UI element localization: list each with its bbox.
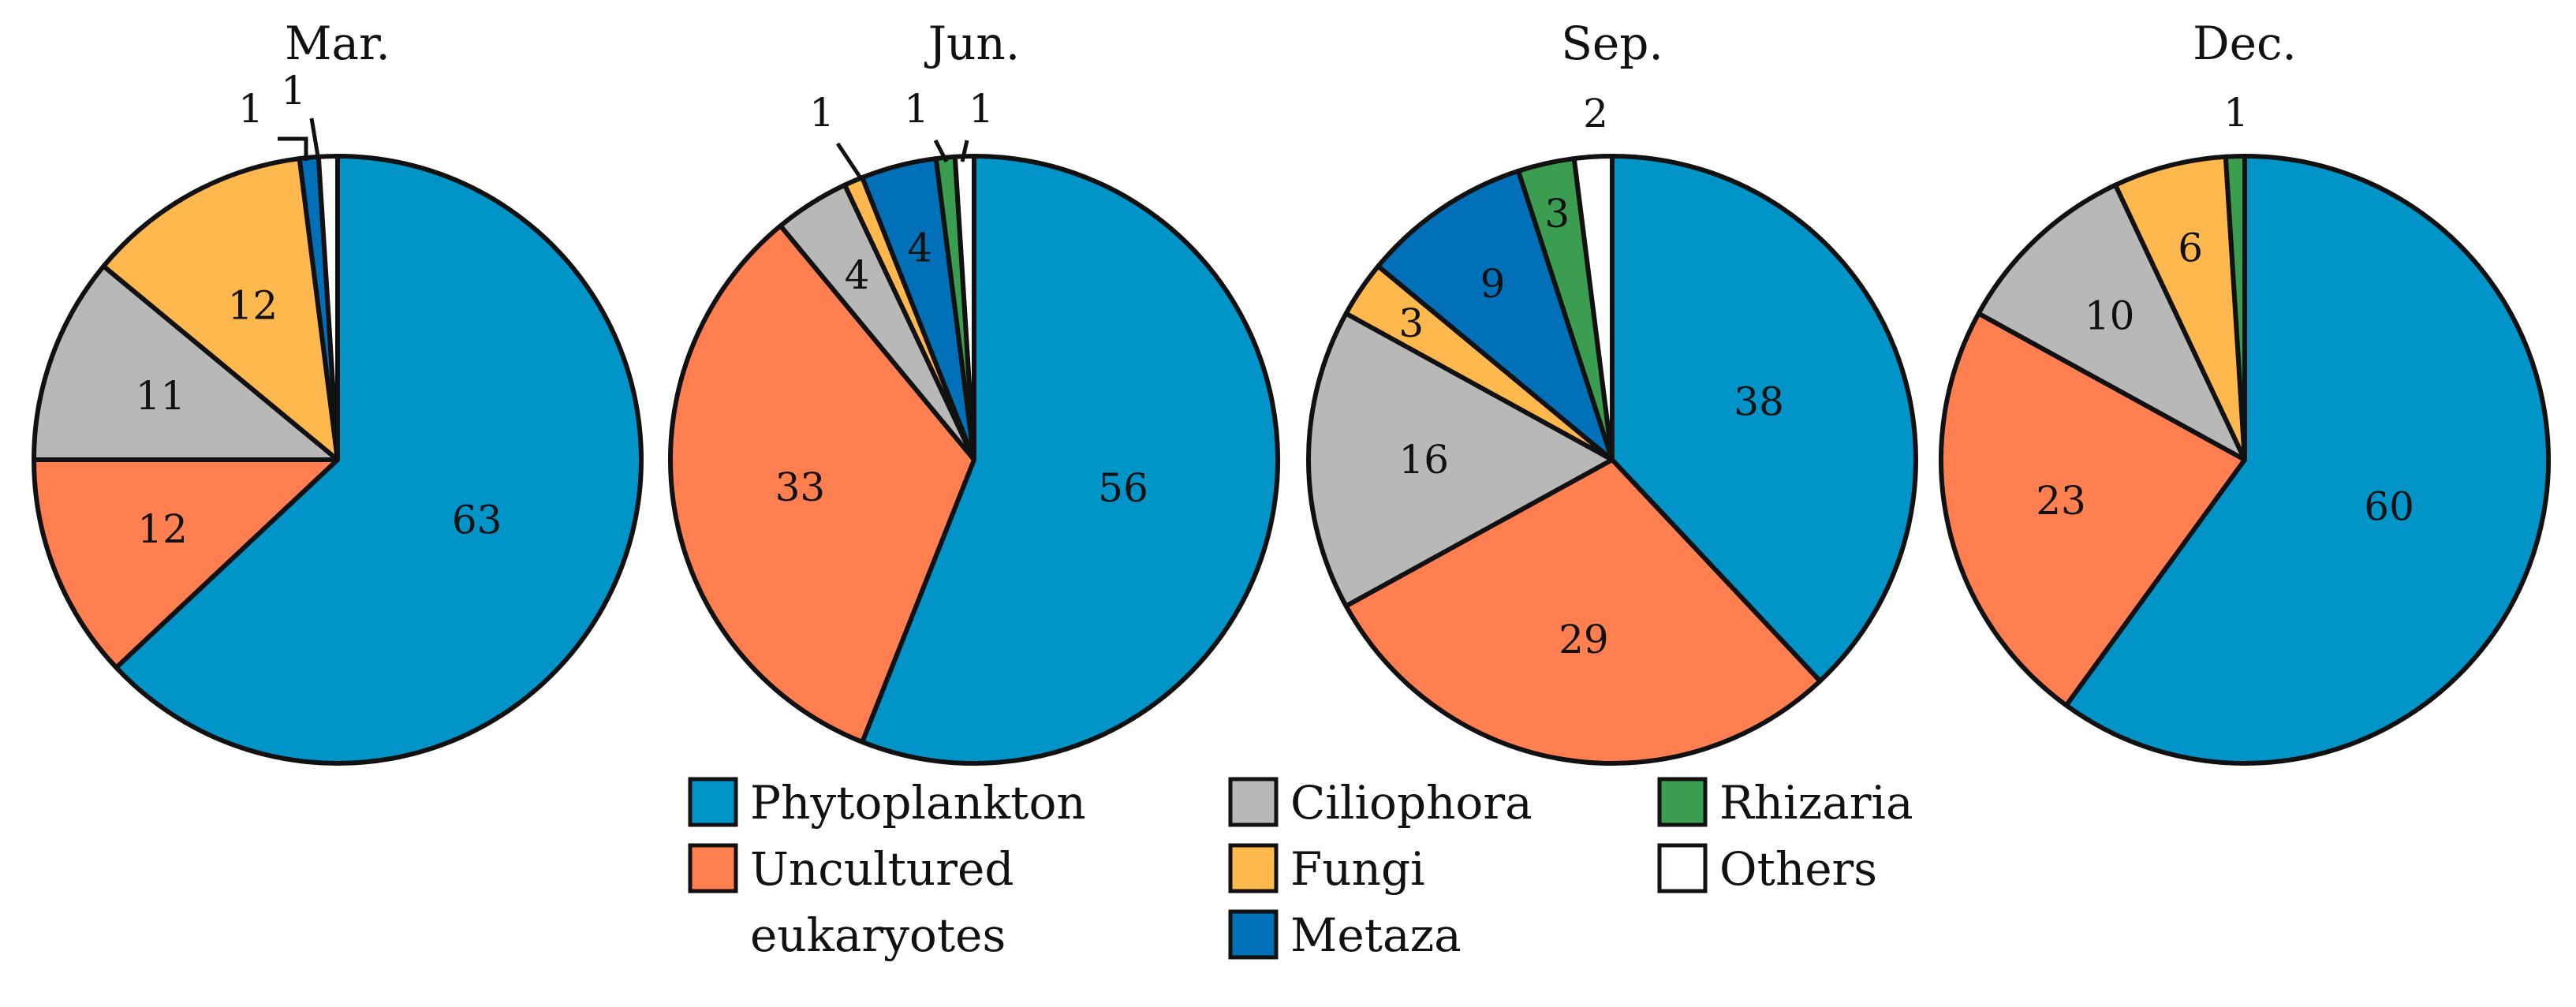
pie-slice-phytoplankton bbox=[860, 154, 1281, 766]
pie-dec: Dec. 60 23 10 6 1 bbox=[1939, 17, 2551, 766]
legend-label-line2: eukaryotes bbox=[750, 908, 1006, 962]
slice-value-label: 2 bbox=[1583, 91, 1608, 136]
legend-entry-phytoplankton: Phytoplankton bbox=[688, 776, 1086, 830]
legend-entry-ciliophora: Ciliophora bbox=[1228, 776, 1533, 830]
slice-value-label: 12 bbox=[137, 506, 188, 552]
pie-title: Jun. bbox=[924, 17, 1020, 70]
legend-swatch bbox=[1228, 909, 1279, 960]
slice-value-label: 4 bbox=[845, 252, 870, 298]
legend-swatch bbox=[1228, 843, 1279, 893]
slice-value-label: 9 bbox=[1480, 261, 1506, 307]
pie-slice-rhizaria bbox=[2223, 154, 2247, 462]
pie-slice-uncultured-eukaryotes bbox=[1343, 457, 1823, 766]
pie-mar: Mar. 63 12 11 12 1 1 bbox=[32, 17, 644, 766]
slice-value-label: 23 bbox=[2036, 478, 2086, 524]
slice-value-label: 16 bbox=[1398, 437, 1449, 483]
slice-value-label: 4 bbox=[907, 226, 932, 271]
label-leader-line bbox=[309, 117, 321, 162]
slice-value-label: 63 bbox=[452, 498, 502, 543]
slice-value-label: 1 bbox=[809, 90, 834, 136]
legend-label: Phytoplankton bbox=[750, 776, 1086, 830]
legend-entry-others: Others bbox=[1657, 842, 1877, 896]
pie-slice-metaza bbox=[1376, 168, 1615, 462]
legend-label: Rhizaria bbox=[1719, 776, 1913, 830]
legend-label: Metaza bbox=[1290, 908, 1462, 962]
pie-slice-ciliophora bbox=[1976, 182, 2247, 462]
pie-title: Mar. bbox=[285, 17, 390, 70]
pie-title: Dec. bbox=[2193, 17, 2297, 70]
pie-slice-phytoplankton bbox=[114, 154, 644, 766]
slice-value-label: 12 bbox=[228, 282, 278, 328]
legend-swatch bbox=[1657, 843, 1708, 893]
legend-label: Others bbox=[1719, 842, 1877, 896]
slice-value-label: 33 bbox=[775, 464, 826, 510]
legend-label: Fungi bbox=[1290, 842, 1425, 896]
legend: Phytoplankton Uncultured eukaryotes Cilioph… bbox=[688, 776, 1913, 962]
legend-label: Uncultured bbox=[750, 842, 1014, 896]
pie-slice-phytoplankton bbox=[2063, 154, 2551, 766]
pie-title: Sep. bbox=[1561, 17, 1663, 70]
legend-swatch bbox=[688, 843, 738, 893]
slice-value-label: 6 bbox=[2178, 226, 2203, 271]
slice-value-label: 56 bbox=[1098, 465, 1148, 511]
slice-value-label: 1 bbox=[238, 86, 263, 132]
slice-value-label: 3 bbox=[1398, 300, 1424, 346]
slice-value-label: 29 bbox=[1559, 617, 1609, 662]
slice-value-label: 1 bbox=[2223, 90, 2249, 136]
pie-slice-phytoplankton bbox=[1610, 154, 1918, 684]
slice-value-label: 1 bbox=[281, 68, 306, 114]
pie-slice-fungi bbox=[101, 156, 340, 462]
slice-value-label: 1 bbox=[904, 86, 929, 132]
label-leader-line bbox=[933, 139, 949, 163]
slice-value-label: 60 bbox=[2364, 484, 2414, 530]
legend-swatch bbox=[1228, 777, 1279, 827]
pie-slice-ciliophora bbox=[1305, 311, 1615, 609]
label-leader-line bbox=[960, 140, 969, 162]
legend-entry-metaza: Metaza bbox=[1228, 908, 1462, 962]
legend-entry-uncultured-eukaryotes: Uncultured eukaryotes bbox=[688, 842, 1014, 962]
slice-value-label: 1 bbox=[969, 86, 994, 132]
label-leader-line bbox=[835, 142, 864, 181]
legend-label: Ciliophora bbox=[1290, 776, 1533, 830]
pie-slice-uncultured-eukaryotes bbox=[668, 223, 976, 744]
slice-value-label: 38 bbox=[1734, 379, 1784, 424]
legend-entry-rhizaria: Rhizaria bbox=[1657, 776, 1913, 830]
legend-swatch bbox=[688, 777, 738, 827]
label-leader-line bbox=[278, 136, 308, 161]
pie-slice-uncultured-eukaryotes bbox=[1939, 311, 2247, 708]
legend-entry-fungi: Fungi bbox=[1228, 842, 1425, 896]
slice-value-label: 10 bbox=[2085, 293, 2135, 339]
pie-slice-uncultured-eukaryotes bbox=[32, 457, 340, 670]
legend-swatch bbox=[1657, 777, 1708, 827]
slice-value-label: 11 bbox=[136, 373, 186, 419]
slice-value-label: 3 bbox=[1544, 191, 1570, 237]
pie-slice-ciliophora bbox=[32, 263, 340, 462]
pie-slice-others bbox=[1571, 154, 1615, 462]
